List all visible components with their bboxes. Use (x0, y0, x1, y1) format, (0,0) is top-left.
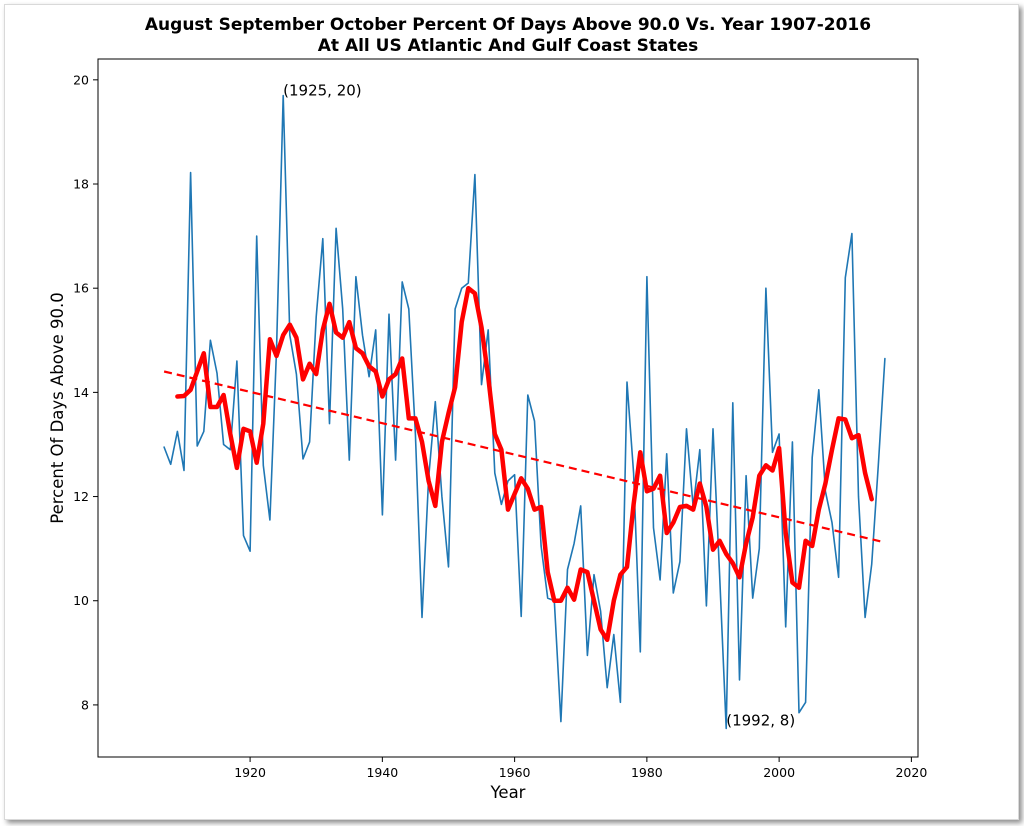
y-tick-label: 20 (73, 72, 89, 87)
y-axis-ticks: 8 10 12 14 16 18 20 (73, 72, 98, 712)
x-axis-label: Year (490, 783, 526, 802)
x-tick-label: 2020 (895, 765, 927, 780)
x-tick-label: 1940 (366, 765, 398, 780)
y-tick-label: 16 (73, 281, 89, 296)
annotations: (1925, 20) (1992, 8) (283, 81, 795, 729)
x-tick-label: 1920 (234, 765, 266, 780)
point-annotation: (1925, 20) (283, 81, 362, 99)
x-tick-label: 1980 (631, 765, 663, 780)
x-tick-label: 2000 (763, 765, 795, 780)
chart-title-line-1: August September October Percent Of Days… (145, 15, 871, 35)
series-line-smoothed (175, 285, 874, 643)
series-line-annual (163, 94, 886, 730)
chart-title-line-2: At All US Atlantic And Gulf Coast States (318, 36, 698, 56)
point-annotation: (1992, 8) (726, 712, 795, 730)
y-tick-label: 18 (73, 177, 89, 192)
y-tick-label: 8 (81, 697, 89, 712)
x-axis-ticks: 1920 1940 1960 1980 2000 2020 (234, 757, 927, 780)
y-tick-label: 10 (73, 593, 89, 608)
series-line-trend (163, 370, 886, 544)
series-layer (163, 94, 886, 730)
x-tick-label: 1960 (499, 765, 531, 780)
plot-area (97, 58, 919, 758)
y-tick-label: 14 (73, 385, 89, 400)
y-tick-label: 12 (73, 489, 89, 504)
y-axis-label: Percent Of Days Above 90.0 (48, 292, 67, 524)
